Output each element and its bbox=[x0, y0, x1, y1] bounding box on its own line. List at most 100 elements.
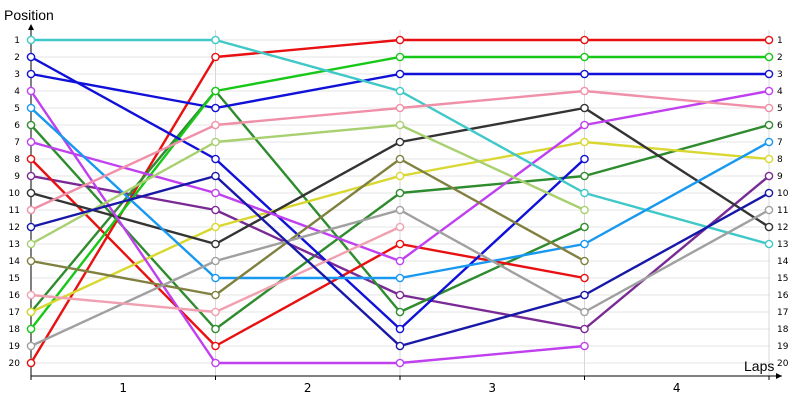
x-tick-label: 4 bbox=[673, 381, 681, 395]
data-point bbox=[211, 341, 220, 351]
y-tick-label-left: 18 bbox=[9, 325, 21, 335]
data-point bbox=[26, 341, 36, 351]
data-point bbox=[211, 273, 220, 283]
data-point bbox=[26, 154, 36, 164]
y-tick-label-right: 3 bbox=[777, 70, 783, 80]
data-point bbox=[580, 154, 589, 164]
y-tick-label-right: 7 bbox=[777, 138, 783, 148]
y-tick-label-left: 1 bbox=[14, 36, 20, 46]
series-line bbox=[29, 55, 586, 331]
y-tick-label-left: 6 bbox=[14, 121, 20, 131]
data-point bbox=[580, 86, 589, 96]
data-point bbox=[211, 120, 220, 130]
data-point bbox=[211, 222, 220, 232]
data-point bbox=[26, 137, 36, 147]
series-16 bbox=[26, 154, 589, 300]
data-point bbox=[764, 171, 774, 181]
series-18 bbox=[26, 205, 774, 351]
data-point bbox=[26, 358, 36, 368]
y-tick-label-right: 8 bbox=[777, 155, 783, 165]
y-tick-label-right: 10 bbox=[777, 189, 789, 199]
data-point bbox=[26, 307, 36, 317]
y-tick-label-left: 19 bbox=[9, 342, 21, 352]
data-point bbox=[211, 86, 220, 96]
data-point bbox=[26, 103, 36, 113]
series-7 bbox=[26, 52, 774, 334]
x-tick-label: 3 bbox=[488, 381, 496, 395]
data-point bbox=[26, 324, 36, 334]
x-axis-title: Laps bbox=[744, 358, 774, 374]
data-point bbox=[211, 358, 220, 368]
series-11 bbox=[26, 86, 589, 368]
series-2 bbox=[26, 35, 774, 368]
y-tick-label-left: 10 bbox=[9, 189, 21, 199]
data-point bbox=[211, 35, 220, 45]
y-tick-label-right: 4 bbox=[777, 87, 783, 97]
series-line bbox=[29, 89, 586, 365]
data-point bbox=[211, 103, 220, 113]
x-tick-label: 2 bbox=[304, 381, 312, 395]
data-point bbox=[211, 256, 220, 266]
series-lines bbox=[26, 35, 774, 368]
y-tick-label-right: 11 bbox=[777, 206, 788, 216]
y-tick-label-right: 1 bbox=[777, 36, 783, 46]
data-point bbox=[764, 120, 774, 130]
y-tick-label-left: 20 bbox=[9, 359, 21, 369]
data-point bbox=[395, 137, 405, 147]
data-point bbox=[395, 205, 405, 215]
data-point bbox=[580, 171, 589, 181]
data-point bbox=[395, 324, 405, 334]
data-point bbox=[211, 239, 220, 249]
y-tick-label-left: 16 bbox=[9, 291, 21, 301]
data-point bbox=[395, 171, 405, 181]
series-8 bbox=[26, 52, 589, 334]
y-tick-label-right: 19 bbox=[777, 342, 789, 352]
y-tick-label-right: 9 bbox=[777, 172, 783, 182]
data-point bbox=[211, 324, 220, 334]
y-tick-label-right: 15 bbox=[777, 274, 788, 284]
y-tick-label-left: 2 bbox=[14, 53, 20, 63]
series-19 bbox=[26, 222, 405, 317]
series-14 bbox=[26, 103, 774, 283]
data-point bbox=[580, 273, 589, 283]
data-point bbox=[395, 341, 405, 351]
data-point bbox=[764, 239, 774, 249]
data-point bbox=[764, 52, 774, 62]
y-tick-label-left: 9 bbox=[14, 172, 20, 182]
data-point bbox=[395, 307, 405, 317]
y-tick-label-left: 17 bbox=[9, 308, 20, 318]
data-point bbox=[26, 120, 36, 130]
data-point bbox=[764, 188, 774, 198]
data-point bbox=[764, 222, 774, 232]
data-point bbox=[764, 205, 774, 215]
data-point bbox=[211, 52, 220, 62]
data-point bbox=[211, 307, 220, 317]
data-point bbox=[26, 188, 36, 198]
data-point bbox=[395, 69, 405, 79]
axes: Position Laps bbox=[4, 7, 782, 380]
y-tick-label-right: 5 bbox=[777, 104, 783, 114]
y-tick-label-right: 14 bbox=[777, 257, 789, 267]
data-point bbox=[395, 120, 405, 130]
data-point bbox=[764, 35, 774, 45]
y-tick-label-right: 18 bbox=[777, 325, 789, 335]
data-point bbox=[580, 222, 589, 232]
data-point bbox=[580, 290, 589, 300]
y-tick-label-left: 14 bbox=[9, 257, 21, 267]
data-point bbox=[580, 239, 589, 249]
x-axis-arrow-icon bbox=[776, 373, 782, 379]
data-point bbox=[395, 86, 405, 96]
y-tick-label-right: 12 bbox=[777, 223, 788, 233]
data-point bbox=[395, 358, 405, 368]
data-point bbox=[26, 256, 36, 266]
data-point bbox=[211, 188, 220, 198]
data-point bbox=[395, 188, 405, 198]
y-tick-label-left: 3 bbox=[14, 70, 20, 80]
data-point bbox=[580, 69, 589, 79]
series-6 bbox=[26, 69, 774, 113]
data-point bbox=[211, 137, 220, 147]
data-point bbox=[395, 256, 405, 266]
data-point bbox=[395, 103, 405, 113]
data-point bbox=[395, 52, 405, 62]
